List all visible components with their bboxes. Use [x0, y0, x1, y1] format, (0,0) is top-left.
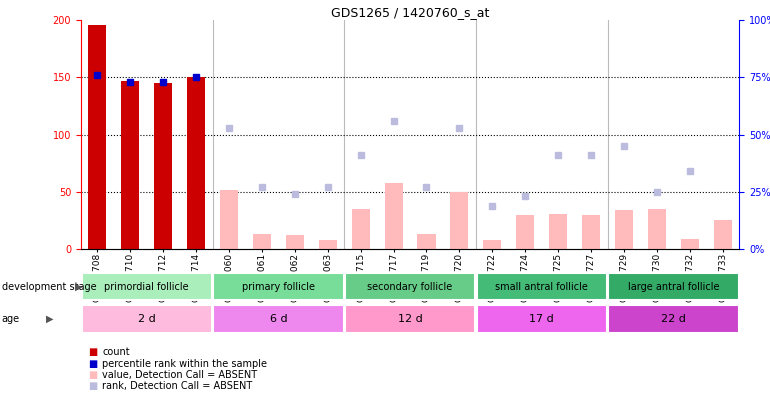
Text: 2 d: 2 d: [138, 314, 156, 324]
Bar: [89, 25, 106, 249]
Text: percentile rank within the sample: percentile rank within the sample: [102, 359, 267, 369]
Bar: [648, 209, 666, 249]
Text: value, Detection Call = ABSENT: value, Detection Call = ABSENT: [102, 370, 257, 380]
Bar: [352, 209, 370, 249]
Bar: [121, 81, 139, 249]
FancyBboxPatch shape: [213, 305, 343, 333]
Text: ■: ■: [89, 347, 98, 357]
Bar: [417, 234, 436, 249]
Title: GDS1265 / 1420760_s_at: GDS1265 / 1420760_s_at: [331, 6, 489, 19]
Bar: [319, 240, 336, 249]
FancyBboxPatch shape: [82, 273, 212, 300]
Text: ▶: ▶: [46, 314, 54, 324]
Bar: [549, 213, 567, 249]
Bar: [384, 183, 403, 249]
Text: count: count: [102, 347, 130, 357]
FancyBboxPatch shape: [608, 305, 738, 333]
FancyBboxPatch shape: [477, 305, 607, 333]
Text: development stage: development stage: [2, 281, 96, 292]
FancyBboxPatch shape: [213, 273, 343, 300]
Bar: [154, 83, 172, 249]
Text: 12 d: 12 d: [397, 314, 423, 324]
Text: ■: ■: [89, 370, 98, 380]
Bar: [286, 235, 304, 249]
Bar: [220, 190, 238, 249]
Text: rank, Detection Call = ABSENT: rank, Detection Call = ABSENT: [102, 382, 253, 391]
Text: age: age: [2, 314, 20, 324]
Text: 17 d: 17 d: [529, 314, 554, 324]
Text: 22 d: 22 d: [661, 314, 686, 324]
Text: small antral follicle: small antral follicle: [495, 281, 588, 292]
Text: 6 d: 6 d: [270, 314, 287, 324]
Bar: [253, 234, 271, 249]
Text: secondary follicle: secondary follicle: [367, 281, 453, 292]
Text: ▶: ▶: [75, 281, 83, 292]
Text: primary follicle: primary follicle: [242, 281, 315, 292]
Bar: [615, 210, 633, 249]
FancyBboxPatch shape: [82, 305, 212, 333]
Bar: [187, 77, 205, 249]
Bar: [681, 239, 699, 249]
Bar: [714, 220, 732, 249]
FancyBboxPatch shape: [477, 273, 607, 300]
Text: primordial follicle: primordial follicle: [105, 281, 189, 292]
Bar: [582, 215, 600, 249]
Bar: [516, 215, 534, 249]
Text: ■: ■: [89, 382, 98, 391]
FancyBboxPatch shape: [608, 273, 738, 300]
Text: ■: ■: [89, 359, 98, 369]
Bar: [450, 192, 468, 249]
FancyBboxPatch shape: [345, 273, 475, 300]
FancyBboxPatch shape: [345, 305, 475, 333]
Text: large antral follicle: large antral follicle: [628, 281, 719, 292]
Bar: [484, 240, 501, 249]
